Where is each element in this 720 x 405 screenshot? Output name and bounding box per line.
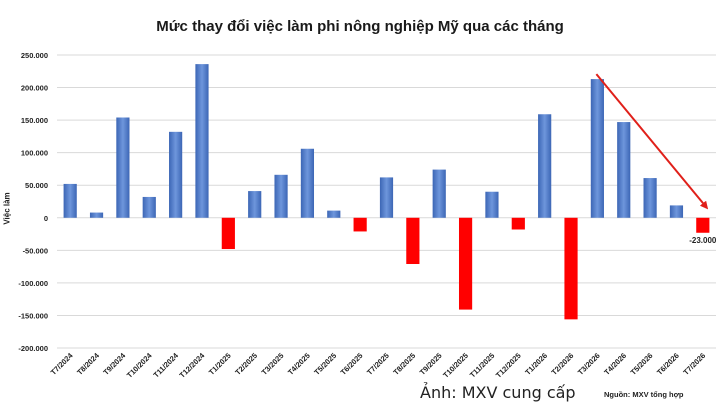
x-tick-label: T10/2024 xyxy=(125,350,154,379)
x-tick-label: T4/2025 xyxy=(286,351,312,377)
bar xyxy=(458,217,473,310)
y-tick-label: -200.000 xyxy=(18,344,48,353)
bars xyxy=(63,64,710,320)
bar xyxy=(169,131,183,218)
x-tick-label: T1/2026 xyxy=(523,351,549,377)
bar xyxy=(353,217,367,232)
x-tick-label: T4/2026 xyxy=(602,351,628,377)
x-tick-label: T7/2026 xyxy=(681,351,707,377)
x-tick-label: T2/2026 xyxy=(550,351,576,377)
x-tick-label: T2/2025 xyxy=(233,351,259,377)
x-tick-label: T8/2025 xyxy=(391,351,417,377)
photo-credit: Ảnh: MXV cung cấp xyxy=(420,383,576,402)
y-tick-label: 100.000 xyxy=(21,149,48,158)
x-tick-label: T12/2024 xyxy=(178,350,207,379)
bar xyxy=(564,217,578,320)
x-tick-label: T6/2025 xyxy=(339,351,365,377)
y-tick-label: 0 xyxy=(44,214,48,223)
x-tick-label: T6/2026 xyxy=(655,351,681,377)
bar xyxy=(696,217,710,233)
y-tick-label: -150.000 xyxy=(18,311,48,320)
y-tick-label: 200.000 xyxy=(21,84,48,93)
bar xyxy=(379,177,394,218)
y-tick-label: -50.000 xyxy=(23,246,48,255)
x-tick-label: T10/2025 xyxy=(441,351,470,380)
bar xyxy=(669,205,684,218)
bar xyxy=(300,148,315,218)
bar xyxy=(274,174,288,218)
bar xyxy=(511,217,525,230)
x-tick-label: T3/2025 xyxy=(260,351,286,377)
y-axis-title: Việc làm xyxy=(2,192,12,225)
x-tick-label: T1/2025 xyxy=(207,351,233,377)
annotations xyxy=(595,73,709,210)
bar xyxy=(63,183,77,218)
bar xyxy=(195,64,209,218)
trend-arrow xyxy=(595,73,709,210)
y-tick-label: 150.000 xyxy=(21,116,48,125)
bar xyxy=(485,191,499,218)
x-tick-label: T7/2025 xyxy=(365,351,391,377)
x-tick-label: T8/2024 xyxy=(75,350,101,376)
bar xyxy=(248,191,262,218)
x-axis: T7/2024 T8/2024 T9/2024T10/2024T11/2024T12… xyxy=(49,350,707,379)
x-tick-label: T9/2024 xyxy=(101,350,127,376)
x-tick-label: T5/2026 xyxy=(629,351,655,377)
x-tick-label: T12/2025 xyxy=(494,351,523,380)
bar xyxy=(590,79,604,218)
bar xyxy=(142,196,156,218)
bar xyxy=(89,212,104,218)
x-tick-label: T5/2025 xyxy=(312,351,338,377)
chart-title: Mức thay đổi việc làm phi nông nghiệp Mỹ… xyxy=(156,18,564,35)
x-tick-label: T9/2025 xyxy=(418,351,444,377)
x-tick-label: T11/2025 xyxy=(468,351,496,379)
bar xyxy=(617,122,631,218)
source-note: Nguồn: MXV tổng hợp xyxy=(604,390,684,399)
x-tick-label: T11/2024 xyxy=(152,350,181,379)
bar xyxy=(643,178,657,218)
x-tick-label: T7/2024 xyxy=(49,350,75,376)
bar xyxy=(538,114,552,218)
y-tick-label: 250.000 xyxy=(21,51,48,60)
data-label: -23.000 xyxy=(689,236,717,245)
data-labels: -23.000 xyxy=(689,236,717,245)
bar xyxy=(327,210,341,218)
y-tick-label: -100.000 xyxy=(18,279,48,288)
bar xyxy=(221,217,235,250)
y-axis: -200.000 -150.000 -100.000 -50.000 0 50.000 10… xyxy=(18,51,48,353)
bar xyxy=(116,117,130,218)
y-tick-label: 50.000 xyxy=(25,181,48,190)
bar xyxy=(406,217,420,265)
x-tick-label: T3/2026 xyxy=(576,351,602,377)
bar xyxy=(432,169,446,218)
